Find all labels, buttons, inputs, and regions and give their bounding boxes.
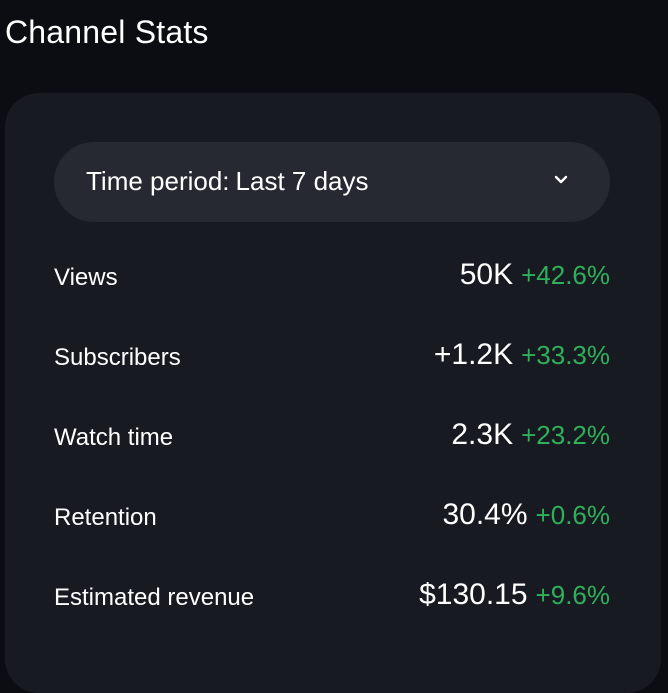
stat-figures: 2.3K +23.2% — [451, 418, 610, 452]
stat-label: Views — [54, 264, 118, 291]
time-period-label: Time period: Last 7 days — [86, 166, 369, 197]
stat-row-watch-time: Watch time 2.3K +23.2% — [54, 418, 610, 458]
time-period-value: Last 7 days — [235, 166, 369, 196]
stat-label: Subscribers — [54, 344, 181, 371]
time-period-dropdown[interactable]: Time period: Last 7 days — [54, 142, 610, 222]
stat-figures: 30.4% +0.6% — [442, 498, 610, 532]
stat-figures: 50K +42.6% — [460, 258, 610, 292]
channel-stats-card: Time period: Last 7 days Views 50K +42.6% … — [5, 93, 661, 693]
stat-delta: +33.3% — [521, 340, 610, 370]
stat-row-subscribers: Subscribers +1.2K +33.3% — [54, 338, 610, 378]
stat-row-views: Views 50K +42.6% — [54, 258, 610, 298]
stat-value: 30.4% — [442, 498, 528, 531]
time-period-prefix: Time period: — [86, 166, 230, 196]
stat-label: Retention — [54, 504, 157, 531]
stat-delta: +42.6% — [521, 260, 610, 290]
chevron-down-icon — [554, 175, 568, 184]
stat-row-retention: Retention 30.4% +0.6% — [54, 498, 610, 538]
stat-row-estimated-revenue: Estimated revenue $130.15 +9.6% — [54, 578, 610, 618]
stat-value: 2.3K — [451, 418, 514, 451]
stat-value: $130.15 — [419, 578, 528, 611]
stat-label: Watch time — [54, 424, 174, 451]
stat-delta: +9.6% — [535, 580, 610, 610]
stat-value: 50K — [459, 258, 514, 291]
stat-figures: $130.15 +9.6% — [419, 578, 610, 612]
stat-label: Estimated revenue — [54, 584, 255, 611]
page-title: Channel Stats — [5, 14, 209, 50]
stat-figures: +1.2K +33.3% — [434, 338, 610, 372]
stat-value: +1.2K — [433, 338, 514, 371]
stat-delta: +0.6% — [535, 500, 610, 530]
stat-delta: +23.2% — [521, 420, 610, 450]
